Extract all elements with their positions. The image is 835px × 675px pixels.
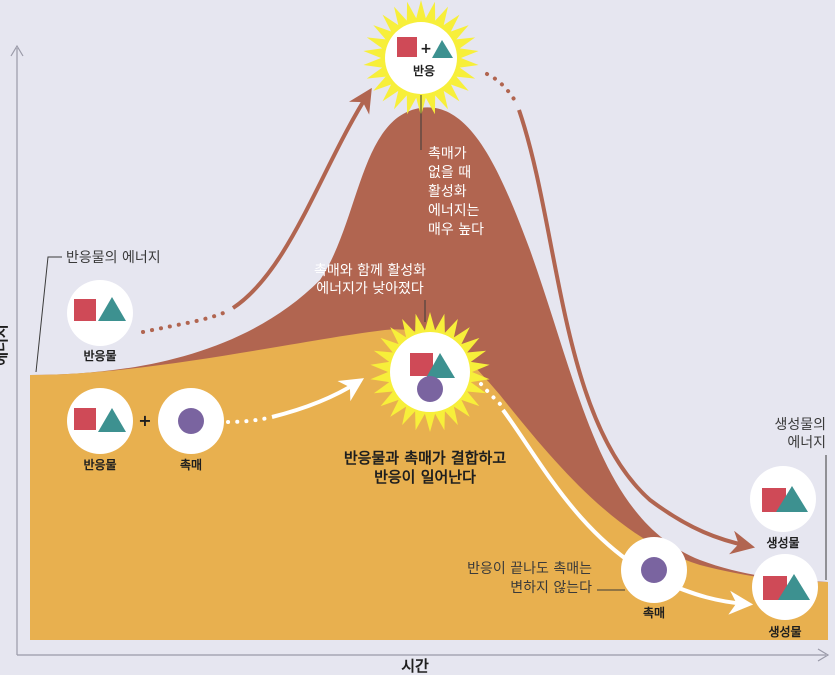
svg-text:촉매와 함께 활성화: 촉매와 함께 활성화: [314, 263, 426, 279]
reactant-energy-leader: [35, 256, 62, 373]
svg-text:반응물과 촉매가 결합하고: 반응물과 촉매가 결합하고: [344, 449, 506, 467]
catalyst-circle: [417, 376, 443, 402]
product-triangle: [778, 574, 810, 600]
catalyzed-dotted-out: [479, 382, 502, 406]
product-energy-label-line2: 에너지: [787, 435, 826, 451]
y-axis-label: 에너지: [0, 324, 10, 365]
svg-text:매우 높다: 매우 높다: [428, 222, 484, 238]
y-axis: [10, 44, 24, 655]
uncatalyzed-fall-arrow: [517, 109, 756, 555]
reactant-dotted-path: [141, 308, 232, 334]
reactant-node-bottom: [67, 388, 133, 454]
x-axis-label: 시간: [401, 657, 429, 675]
reactant-square: [410, 353, 433, 376]
reactant-triangle: [98, 408, 126, 432]
catalyzed-reaction-burst: [370, 312, 490, 432]
product-node-top: [750, 466, 816, 532]
reactant-node-top: [67, 280, 133, 346]
combine-note: 반응물과 촉매가 결합하고 반응이 일어난다: [344, 449, 506, 486]
svg-text:활성화: 활성화: [428, 184, 467, 200]
product-node-bottom: [752, 554, 818, 620]
peak-reaction-label: 반응: [413, 63, 435, 78]
reactant-square: [397, 37, 417, 57]
reactant-triangle: [426, 353, 455, 378]
reactant-bottom-label: 반응물: [83, 457, 116, 472]
svg-text:에너지가 낮아졌다: 에너지가 낮아졌다: [316, 281, 424, 297]
with-catalyst-note: 촉매와 함께 활성화 에너지가 낮아졌다: [314, 263, 426, 297]
svg-text:변하지 않는다: 변하지 않는다: [510, 580, 592, 596]
svg-text:+: +: [420, 41, 432, 57]
unchanged-note: 반응이 끝나도 촉매는 변하지 않는다: [467, 561, 592, 596]
reactant-square: [74, 408, 96, 430]
reactant-square: [74, 299, 96, 321]
catalyst-node-right: [621, 537, 687, 603]
catalyst-node-left: [158, 388, 224, 454]
x-axis: [17, 648, 830, 662]
reactant-energy-label: 반응물의 에너지: [66, 250, 161, 266]
peak-reaction-burst: + 반응: [363, 0, 479, 116]
product-energy-label-line1: 생성물의: [774, 417, 826, 433]
product-bottom-label: 생성물: [768, 624, 801, 639]
uncatalyzed-rise-arrow: [231, 87, 372, 310]
no-catalyst-note: 촉매가 없을 때 활성화 에너지는 매우 높다: [428, 146, 484, 238]
reactant-triangle: [98, 297, 126, 321]
catalyst-right-label: 촉매: [643, 605, 665, 620]
svg-text:에너지는: 에너지는: [428, 203, 480, 219]
catalyzed-rise-arrow: [271, 378, 365, 419]
svg-text:촉매가: 촉매가: [428, 146, 467, 162]
catalyst-left-label: 촉매: [180, 457, 202, 472]
catalyzed-dotted-path: [226, 416, 270, 424]
product-triangle: [776, 486, 808, 512]
plus-sign: +: [138, 411, 151, 430]
svg-text:없을 때: 없을 때: [428, 165, 471, 181]
reactant-triangle: [432, 40, 453, 58]
svg-text:반응이 끝나도 촉매는: 반응이 끝나도 촉매는: [467, 561, 592, 577]
catalyst-circle: [178, 408, 204, 434]
reactant-top-label: 반응물: [83, 348, 116, 363]
uncatalyzed-dotted-path: [485, 72, 519, 106]
product-top-label: 생성물: [766, 535, 799, 550]
svg-text:반응이 일어난다: 반응이 일어난다: [374, 468, 476, 486]
catalyst-circle: [641, 557, 667, 583]
